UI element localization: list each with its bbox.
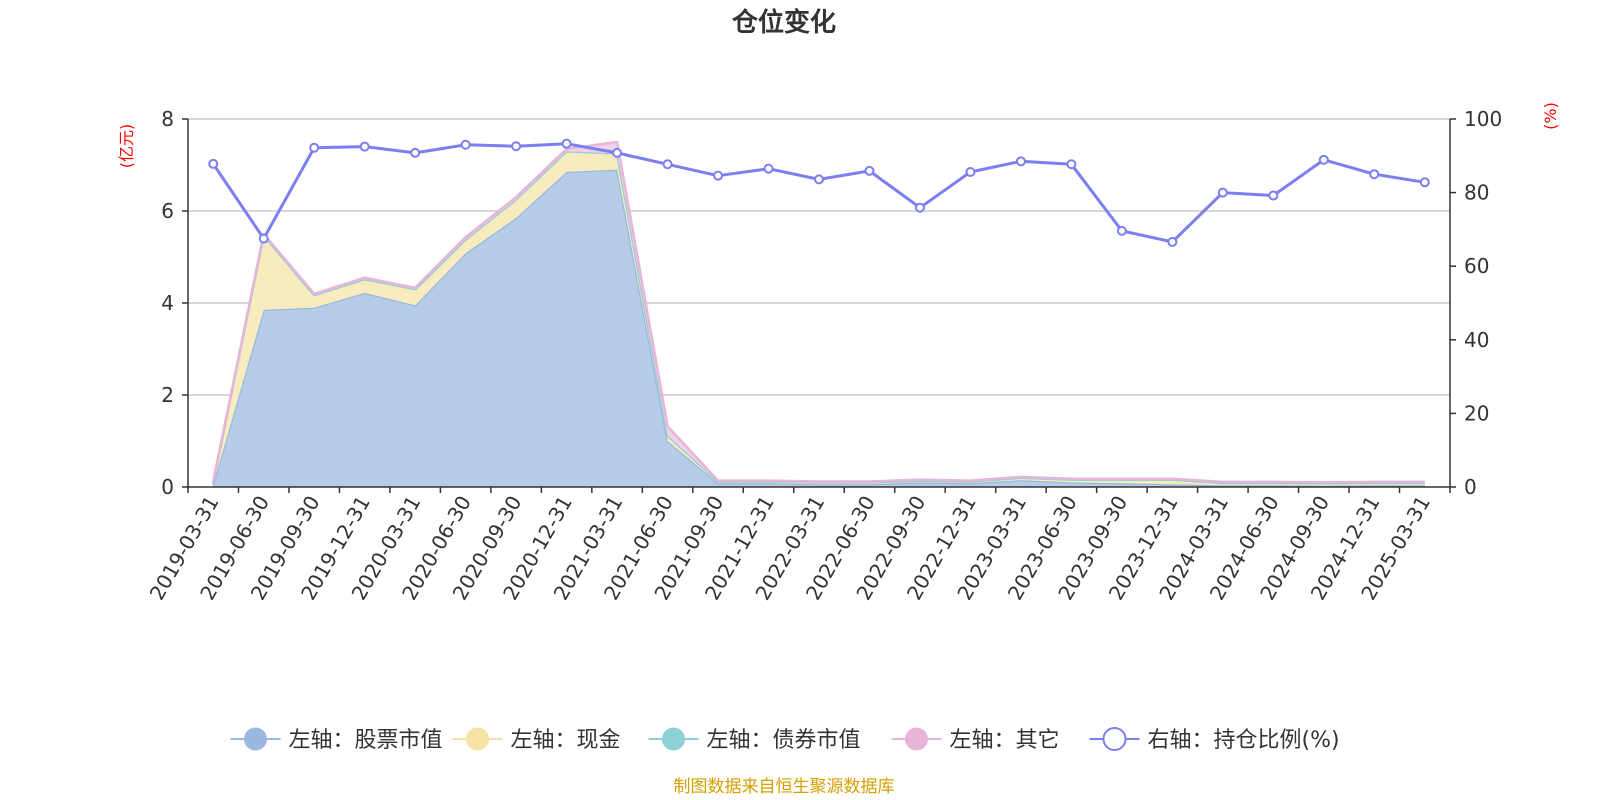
area-line-左轴：其它	[211, 140, 1425, 484]
left-axis-tick-label: 2	[161, 383, 174, 407]
right-axis-tick-label: 20	[1464, 401, 1489, 425]
right-axis-tick-label: 80	[1464, 181, 1489, 205]
ratio-point	[258, 233, 269, 244]
ratio-point	[965, 166, 976, 177]
left-axis-tick-label: 8	[161, 107, 174, 131]
left-axis-tick-label: 0	[161, 475, 174, 499]
ratio-point	[511, 141, 522, 152]
ratio-point	[309, 142, 320, 153]
legend-marker	[905, 727, 928, 751]
legend-label: 左轴：现金	[511, 728, 621, 753]
ratio-point	[1066, 159, 1077, 170]
legend-marker	[662, 727, 685, 751]
ratio-point	[914, 202, 925, 213]
ratio-point	[1116, 225, 1127, 236]
ratio-point	[410, 147, 421, 158]
ratio-point	[1268, 190, 1279, 201]
ratio-point	[1369, 169, 1380, 180]
right-axis-tick-label: 60	[1464, 254, 1489, 278]
ratio-line	[208, 138, 1430, 247]
source-note: 制图数据来自恒生聚源数据库	[674, 777, 895, 797]
area-左轴：股票市值	[213, 169, 1425, 487]
ratio-point	[713, 170, 724, 181]
legend-item[interactable]: 左轴：其它	[891, 727, 1060, 753]
ratio-point	[864, 165, 875, 176]
ratio-point	[1167, 236, 1178, 247]
legend-label: 左轴：其它	[950, 728, 1060, 753]
right-axis-unit: (%)	[1541, 102, 1560, 130]
legend-label: 左轴：股票市值	[289, 728, 443, 753]
ratio-point	[612, 147, 623, 158]
legend-item[interactable]: 左轴：债券市值	[648, 727, 861, 753]
legend-item[interactable]: 左轴：股票市值	[230, 727, 443, 753]
legend-marker	[1102, 727, 1127, 751]
legend-label: 左轴：债券市值	[707, 728, 861, 753]
legend-item[interactable]: 右轴：持仓比例(%)	[1089, 727, 1340, 753]
ratio-point	[1015, 156, 1026, 167]
ratio-point	[208, 158, 219, 169]
right-axis-tick-label: 40	[1464, 328, 1489, 352]
left-axis-tick-label: 4	[161, 291, 174, 315]
ratio-point	[814, 174, 824, 185]
ratio-point	[460, 139, 471, 150]
ratio-point	[1419, 177, 1430, 188]
ratio-point	[1318, 154, 1329, 165]
chart-title: 仓位变化	[731, 7, 836, 38]
stacked-areas	[211, 140, 1425, 487]
legend: 左轴：股票市值 左轴：现金 左轴：债券市值 左轴：其它 右轴：持仓比例(%)	[230, 727, 1340, 753]
left-axis-tick-label: 6	[161, 199, 174, 223]
right-axis-tick-label: 0	[1464, 475, 1477, 499]
legend-item[interactable]: 左轴：现金	[452, 727, 621, 753]
legend-marker	[244, 727, 267, 751]
left-axis-unit: (亿元)	[117, 124, 136, 169]
ratio-point	[1217, 187, 1228, 198]
right-axis-tick-label: 100	[1464, 107, 1502, 131]
ratio-line-path	[211, 142, 1426, 244]
ratio-point	[662, 159, 673, 170]
ratio-point	[561, 138, 572, 149]
ratio-point	[763, 163, 774, 174]
legend-marker	[466, 727, 489, 751]
legend-label: 右轴：持仓比例(%)	[1148, 728, 1340, 753]
ratio-point	[359, 141, 370, 152]
